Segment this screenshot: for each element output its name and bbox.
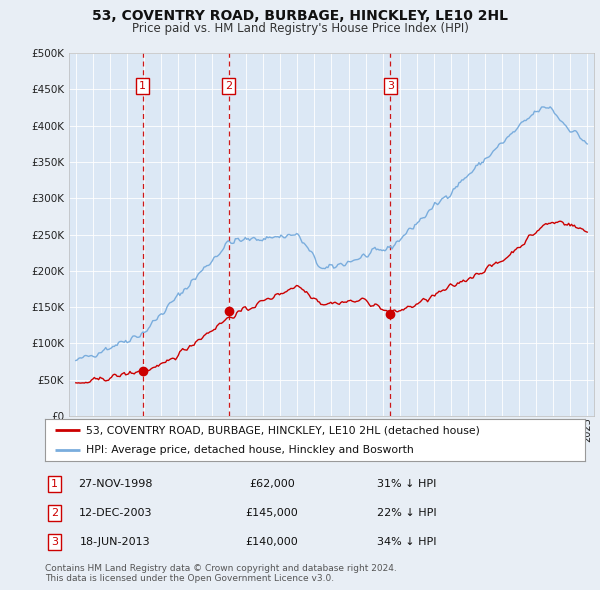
Text: 3: 3 xyxy=(387,81,394,91)
Text: 3: 3 xyxy=(51,537,58,547)
Text: 22% ↓ HPI: 22% ↓ HPI xyxy=(377,508,437,518)
Text: £140,000: £140,000 xyxy=(245,537,298,547)
Text: 12-DEC-2003: 12-DEC-2003 xyxy=(79,508,152,518)
Text: 1: 1 xyxy=(51,479,58,489)
Text: 34% ↓ HPI: 34% ↓ HPI xyxy=(377,537,437,547)
Text: 27-NOV-1998: 27-NOV-1998 xyxy=(78,479,152,489)
Text: £145,000: £145,000 xyxy=(245,508,298,518)
Text: 1: 1 xyxy=(139,81,146,91)
Text: 53, COVENTRY ROAD, BURBAGE, HINCKLEY, LE10 2HL (detached house): 53, COVENTRY ROAD, BURBAGE, HINCKLEY, LE… xyxy=(86,425,479,435)
Text: HPI: Average price, detached house, Hinckley and Bosworth: HPI: Average price, detached house, Hinc… xyxy=(86,445,413,455)
Text: 2: 2 xyxy=(51,508,58,518)
Text: 2: 2 xyxy=(225,81,232,91)
Text: Contains HM Land Registry data © Crown copyright and database right 2024.
This d: Contains HM Land Registry data © Crown c… xyxy=(45,564,397,584)
Text: £62,000: £62,000 xyxy=(249,479,295,489)
Text: 18-JUN-2013: 18-JUN-2013 xyxy=(80,537,151,547)
Text: 53, COVENTRY ROAD, BURBAGE, HINCKLEY, LE10 2HL: 53, COVENTRY ROAD, BURBAGE, HINCKLEY, LE… xyxy=(92,9,508,23)
Text: Price paid vs. HM Land Registry's House Price Index (HPI): Price paid vs. HM Land Registry's House … xyxy=(131,22,469,35)
Text: 31% ↓ HPI: 31% ↓ HPI xyxy=(377,479,436,489)
